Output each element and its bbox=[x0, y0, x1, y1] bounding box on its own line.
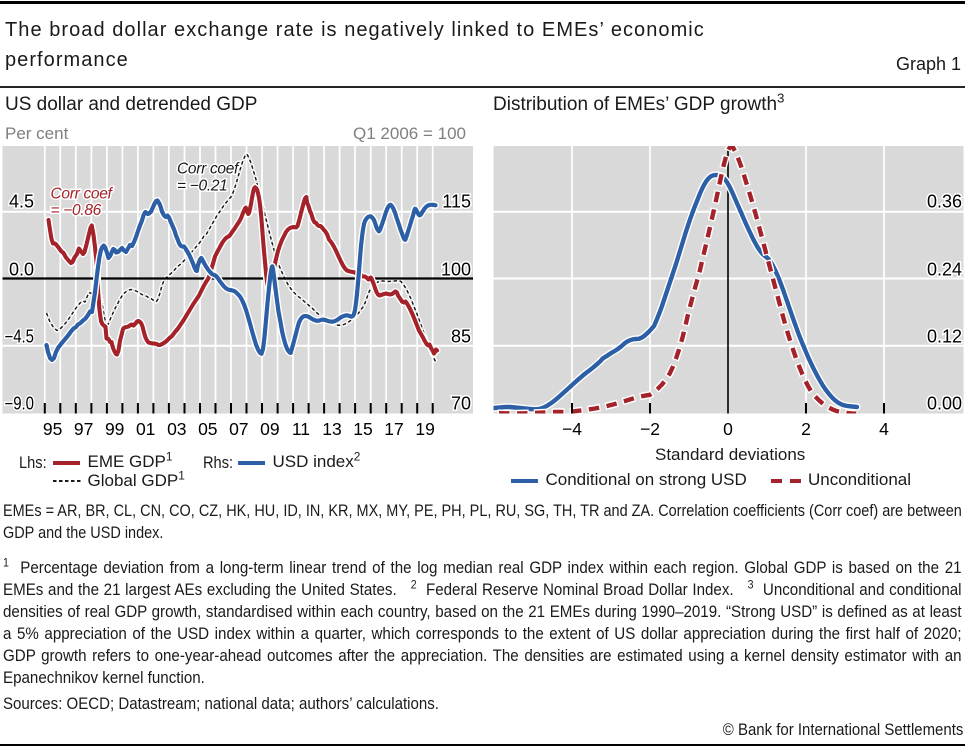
svg-text:03: 03 bbox=[167, 419, 186, 439]
svg-text:100: 100 bbox=[441, 259, 471, 279]
svg-text:19: 19 bbox=[415, 419, 434, 439]
svg-text:05: 05 bbox=[198, 419, 217, 439]
svg-text:−4.5: −4.5 bbox=[5, 326, 35, 346]
svg-text:−9.0: −9.0 bbox=[5, 393, 35, 413]
svg-text:4.5: 4.5 bbox=[9, 192, 34, 212]
svg-text:0: 0 bbox=[723, 419, 733, 439]
svg-text:Corr coef: Corr coef bbox=[177, 160, 240, 177]
svg-text:09: 09 bbox=[260, 419, 279, 439]
svg-text:115: 115 bbox=[442, 192, 471, 212]
svg-text:01: 01 bbox=[136, 419, 155, 439]
svg-text:0.12: 0.12 bbox=[927, 326, 962, 346]
svg-text:Corr coef: Corr coef bbox=[51, 186, 114, 203]
svg-text:0.00: 0.00 bbox=[927, 393, 962, 413]
svg-text:= −0.21: = −0.21 bbox=[177, 177, 227, 194]
svg-text:0.24: 0.24 bbox=[927, 259, 962, 279]
svg-text:17: 17 bbox=[384, 419, 403, 439]
svg-text:−4: −4 bbox=[562, 419, 582, 439]
svg-text:70: 70 bbox=[451, 393, 471, 413]
svg-text:4: 4 bbox=[879, 419, 889, 439]
svg-text:= −0.86: = −0.86 bbox=[51, 202, 102, 219]
svg-text:0.0: 0.0 bbox=[9, 259, 34, 279]
svg-text:2: 2 bbox=[801, 419, 811, 439]
svg-text:85: 85 bbox=[451, 326, 471, 346]
svg-text:−2: −2 bbox=[640, 419, 660, 439]
svg-text:13: 13 bbox=[322, 419, 341, 439]
svg-text:97: 97 bbox=[74, 419, 93, 439]
svg-text:15: 15 bbox=[353, 419, 372, 439]
svg-text:11: 11 bbox=[292, 419, 310, 439]
svg-text:95: 95 bbox=[43, 419, 62, 439]
svg-text:99: 99 bbox=[105, 419, 124, 439]
svg-text:0.36: 0.36 bbox=[927, 192, 962, 212]
svg-text:07: 07 bbox=[229, 419, 248, 439]
